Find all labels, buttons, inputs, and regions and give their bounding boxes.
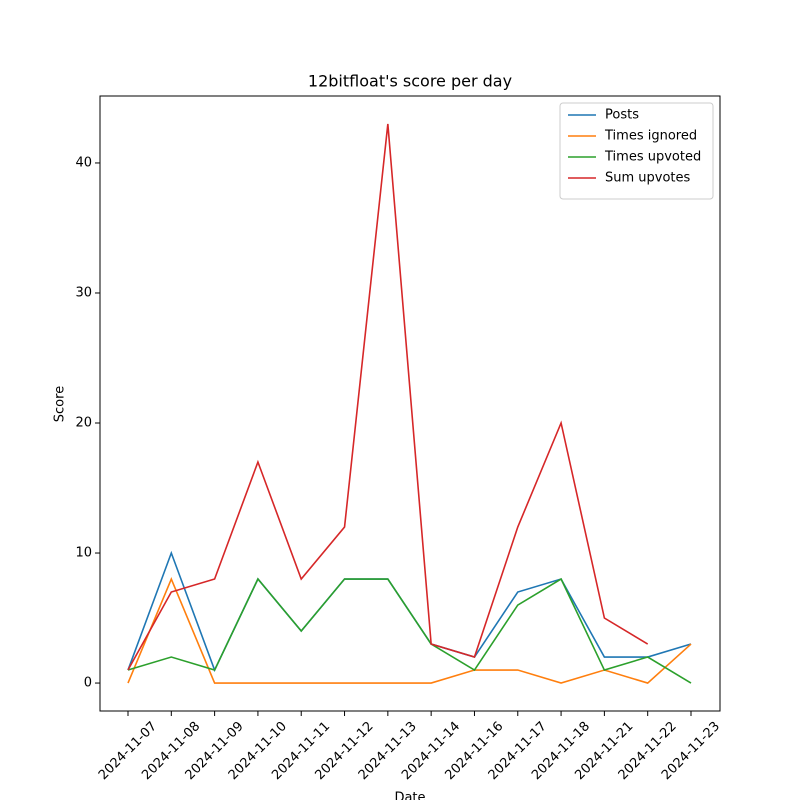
y-tick-label: 20 — [75, 416, 92, 431]
y-axis-label: Score — [53, 386, 68, 422]
series-line — [127, 123, 649, 671]
series-line — [127, 577, 692, 684]
y-tick-label: 10 — [75, 546, 92, 561]
y-tick-label: 40 — [75, 155, 92, 170]
legend-label: Sum upvotes — [605, 171, 691, 186]
series-line — [127, 576, 692, 684]
legend-label: Posts — [605, 108, 639, 123]
y-tick-label: 0 — [84, 676, 92, 691]
legend-label: Times upvoted — [604, 150, 701, 165]
legend-label: Times ignored — [604, 129, 697, 144]
legend-box — [559, 102, 714, 200]
y-tick-label: 30 — [75, 285, 92, 300]
x-axis-label: Date — [394, 791, 425, 800]
plot-frame — [99, 95, 721, 712]
chart-title: 12bitfloat's score per day — [308, 72, 512, 91]
